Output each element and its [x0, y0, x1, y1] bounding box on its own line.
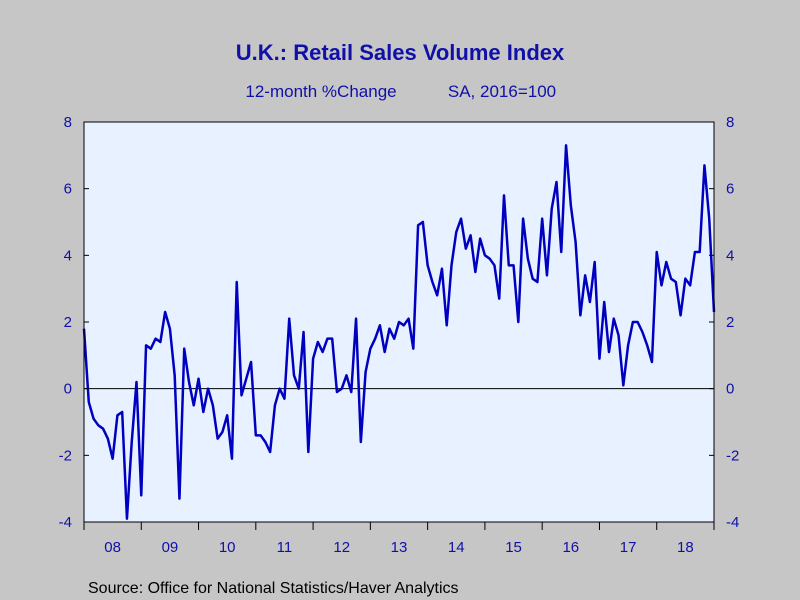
- chart-title: U.K.: Retail Sales Volume Index: [236, 40, 565, 65]
- y-tick-label-left: 4: [64, 247, 72, 264]
- y-tick-label-left: 0: [64, 381, 72, 398]
- x-tick-label: 08: [104, 539, 121, 556]
- y-tick-label-right: -2: [726, 447, 739, 464]
- y-tick-label-right: 4: [726, 247, 734, 264]
- y-tick-label-right: -4: [726, 514, 739, 531]
- chart-subtitle-right: SA, 2016=100: [448, 82, 556, 101]
- chart-subtitle-left: 12-month %Change: [245, 82, 396, 101]
- y-tick-label-right: 2: [726, 314, 734, 331]
- x-tick-label: 15: [505, 539, 522, 556]
- y-tick-label-right: 6: [726, 181, 734, 198]
- y-tick-label-right: 0: [726, 381, 734, 398]
- x-tick-label: 11: [277, 539, 293, 556]
- x-tick-label: 09: [162, 539, 179, 556]
- x-tick-label: 12: [333, 539, 350, 556]
- y-tick-label-left: -4: [59, 514, 72, 531]
- y-tick-label-left: 8: [64, 114, 72, 131]
- x-tick-label: 16: [562, 539, 579, 556]
- y-tick-label-right: 8: [726, 114, 734, 131]
- x-tick-label: 17: [620, 539, 637, 556]
- y-tick-label-left: 2: [64, 314, 72, 331]
- source-note: Source: Office for National Statistics/H…: [88, 580, 459, 597]
- y-tick-label-left: -2: [59, 447, 72, 464]
- x-tick-label: 18: [677, 539, 694, 556]
- series-line-retail-sales-volume: [82, 144, 716, 520]
- x-tick-label: 14: [448, 539, 465, 556]
- x-tick-label: 10: [219, 539, 236, 556]
- x-tick-label: 13: [391, 539, 408, 556]
- axis-ticks: 8 8 6 6 4 4 2 2 0 0 -2 -2 -4 -4 08 09 10 11 12 13 14 15 16 17 18: [59, 114, 740, 556]
- y-tick-label-left: 6: [64, 181, 72, 198]
